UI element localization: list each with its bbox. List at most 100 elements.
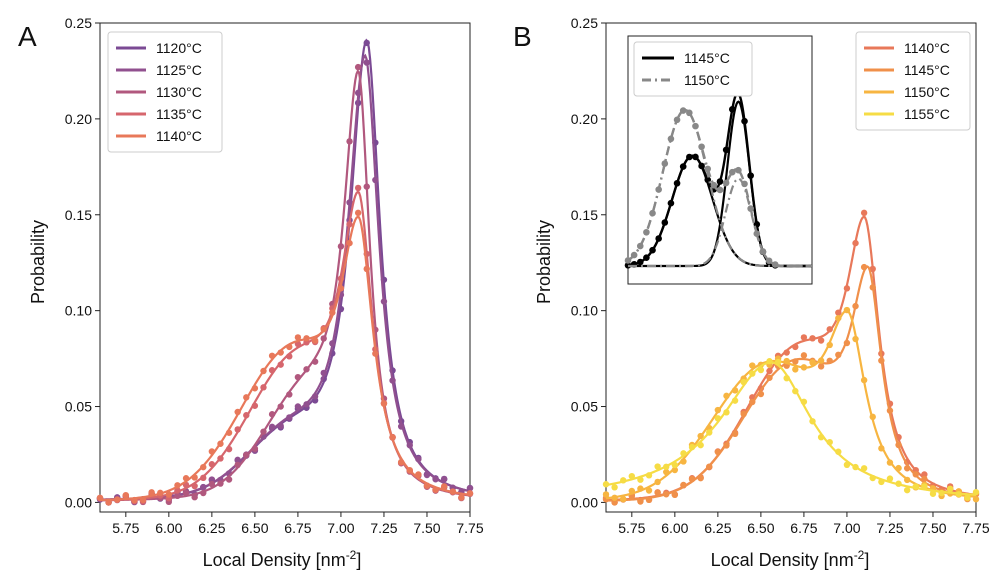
- panel-b-series-point: [680, 450, 687, 457]
- inset-legend-label: 1145°C: [684, 50, 730, 66]
- panel-a-legend-label: 1120°C: [156, 40, 202, 56]
- panel-a-legend-label: 1140°C: [156, 128, 202, 144]
- panel-b-series-point: [860, 465, 868, 472]
- panel-a-series-point: [268, 352, 276, 359]
- panel-b-xtick-label: 7.25: [876, 520, 903, 536]
- panel-a-series-point: [397, 423, 405, 430]
- panel-a-series-point: [200, 484, 207, 491]
- panel-a-series-point: [337, 243, 345, 250]
- panel-b-series-point: [766, 367, 773, 375]
- panel-a-series-point: [131, 496, 138, 504]
- panel-b-ytick-label: 0.10: [571, 303, 598, 319]
- panel-b-series-point: [964, 494, 971, 501]
- panel-a-ytick-label: 0.20: [65, 111, 92, 127]
- inset-point: [630, 251, 638, 259]
- panel-b-series-point: [903, 465, 911, 472]
- panel-a-series-point: [268, 423, 276, 431]
- panel-a-series-point: [234, 408, 241, 416]
- panel-b-series-point: [645, 472, 653, 479]
- panel-a-series-point: [243, 412, 250, 419]
- panel-a-series-point: [440, 483, 448, 490]
- panel-a-series-point: [440, 476, 448, 483]
- panel-a-series-point: [217, 480, 224, 487]
- panel-b-series-point: [903, 476, 911, 484]
- panel-b-xtick-label: 5.75: [618, 520, 645, 536]
- panel-a-series-point: [243, 394, 250, 401]
- inset-point: [643, 254, 650, 261]
- panel-b-series-point: [697, 432, 704, 440]
- inset-point: [661, 219, 669, 226]
- panel-a-series-point: [294, 373, 302, 381]
- panel-b-ylabel: Probability: [534, 220, 554, 304]
- panel-b-series-point: [723, 392, 730, 400]
- panel-b-series-point: [714, 406, 722, 414]
- panel-a-series-point: [363, 265, 370, 273]
- panel-b-series-point: [912, 471, 919, 478]
- panel-b-series-point: [869, 284, 876, 291]
- panel-b-xtick-label: 6.75: [790, 520, 817, 536]
- panel-b-series-point: [852, 239, 859, 247]
- inset-legend-box: [633, 41, 753, 97]
- inset-point: [728, 168, 736, 176]
- panel-a-series-point: [191, 494, 198, 501]
- panel-b-series-point: [895, 480, 902, 487]
- panel-a-xtick-label: 7.50: [413, 520, 440, 536]
- inset-point: [655, 186, 662, 193]
- panel-a-series-point: [354, 184, 362, 192]
- inset-point: [679, 163, 687, 170]
- panel-b-ytick-label: 0.25: [571, 15, 598, 31]
- panel-a-series-point: [449, 488, 456, 495]
- panel-b-series-point: [878, 445, 885, 452]
- panel-a-ytick-label: 0.25: [65, 15, 92, 31]
- panel-b-series-point: [714, 448, 722, 456]
- panel-b-series-point: [946, 485, 954, 493]
- panel-b-series-point: [654, 489, 661, 496]
- panel-b-ytick-label: 0.05: [571, 399, 598, 415]
- panel-a-series-point: [114, 496, 121, 503]
- panel-b-letter: B: [513, 21, 532, 52]
- panel-b-series-point: [792, 387, 799, 395]
- panel-b-series-point: [731, 430, 739, 438]
- panel-b-legend-label: 1150°C: [904, 84, 950, 100]
- panel-a-series-point: [329, 340, 336, 347]
- panel-b-series-point: [921, 475, 928, 483]
- panel-a-series-point: [251, 402, 259, 409]
- panel-a-series-point: [105, 499, 112, 506]
- panel-a-series-point: [303, 335, 310, 342]
- inset-point: [692, 122, 699, 130]
- panel-a-series-point: [165, 491, 173, 498]
- panel-a-series-point: [311, 358, 319, 365]
- panel-b-legend-label: 1140°C: [904, 40, 950, 56]
- panel-b-series-point: [860, 263, 868, 271]
- panel-b-series-point: [886, 475, 894, 482]
- panel-b-series-point: [792, 358, 799, 365]
- panel-a-series-point: [389, 433, 396, 441]
- inset-point: [741, 117, 748, 125]
- panel-a-ytick-label: 0.10: [65, 303, 92, 319]
- panel-b-series-point: [938, 489, 945, 497]
- panel-b-series-point: [611, 499, 618, 506]
- panel-b-series-point: [671, 491, 679, 499]
- inset-point: [636, 258, 644, 266]
- panel-a-series-point: [208, 480, 216, 488]
- panel-b-series-point: [860, 376, 868, 384]
- panel-b-series-point: [663, 491, 670, 498]
- inset-point: [710, 181, 718, 189]
- inset-point: [667, 199, 675, 207]
- panel-b: B 0.00 0.05 0.10 0.15 0.20 0.25 5.75 6.00 6.25 6.…: [513, 15, 990, 570]
- panel-a-series-point: [139, 496, 147, 504]
- panel-b-series-point: [688, 443, 696, 451]
- panel-a-series-point: [286, 353, 293, 360]
- inset-point: [747, 205, 754, 212]
- panel-b-series-point: [972, 488, 980, 496]
- panel-b-series-point: [972, 495, 980, 503]
- panel-a-series-point: [286, 343, 293, 351]
- panel-b-series-point: [826, 357, 833, 365]
- panel-b-series-point: [680, 481, 687, 489]
- panel-a-series-point: [380, 298, 388, 305]
- panel-b-series-point: [869, 265, 876, 273]
- panel-b-series-point: [817, 337, 825, 344]
- panel-b-series-point: [869, 413, 876, 421]
- panel-a-series-point: [320, 369, 327, 377]
- panel-b-legend-box: [855, 31, 971, 131]
